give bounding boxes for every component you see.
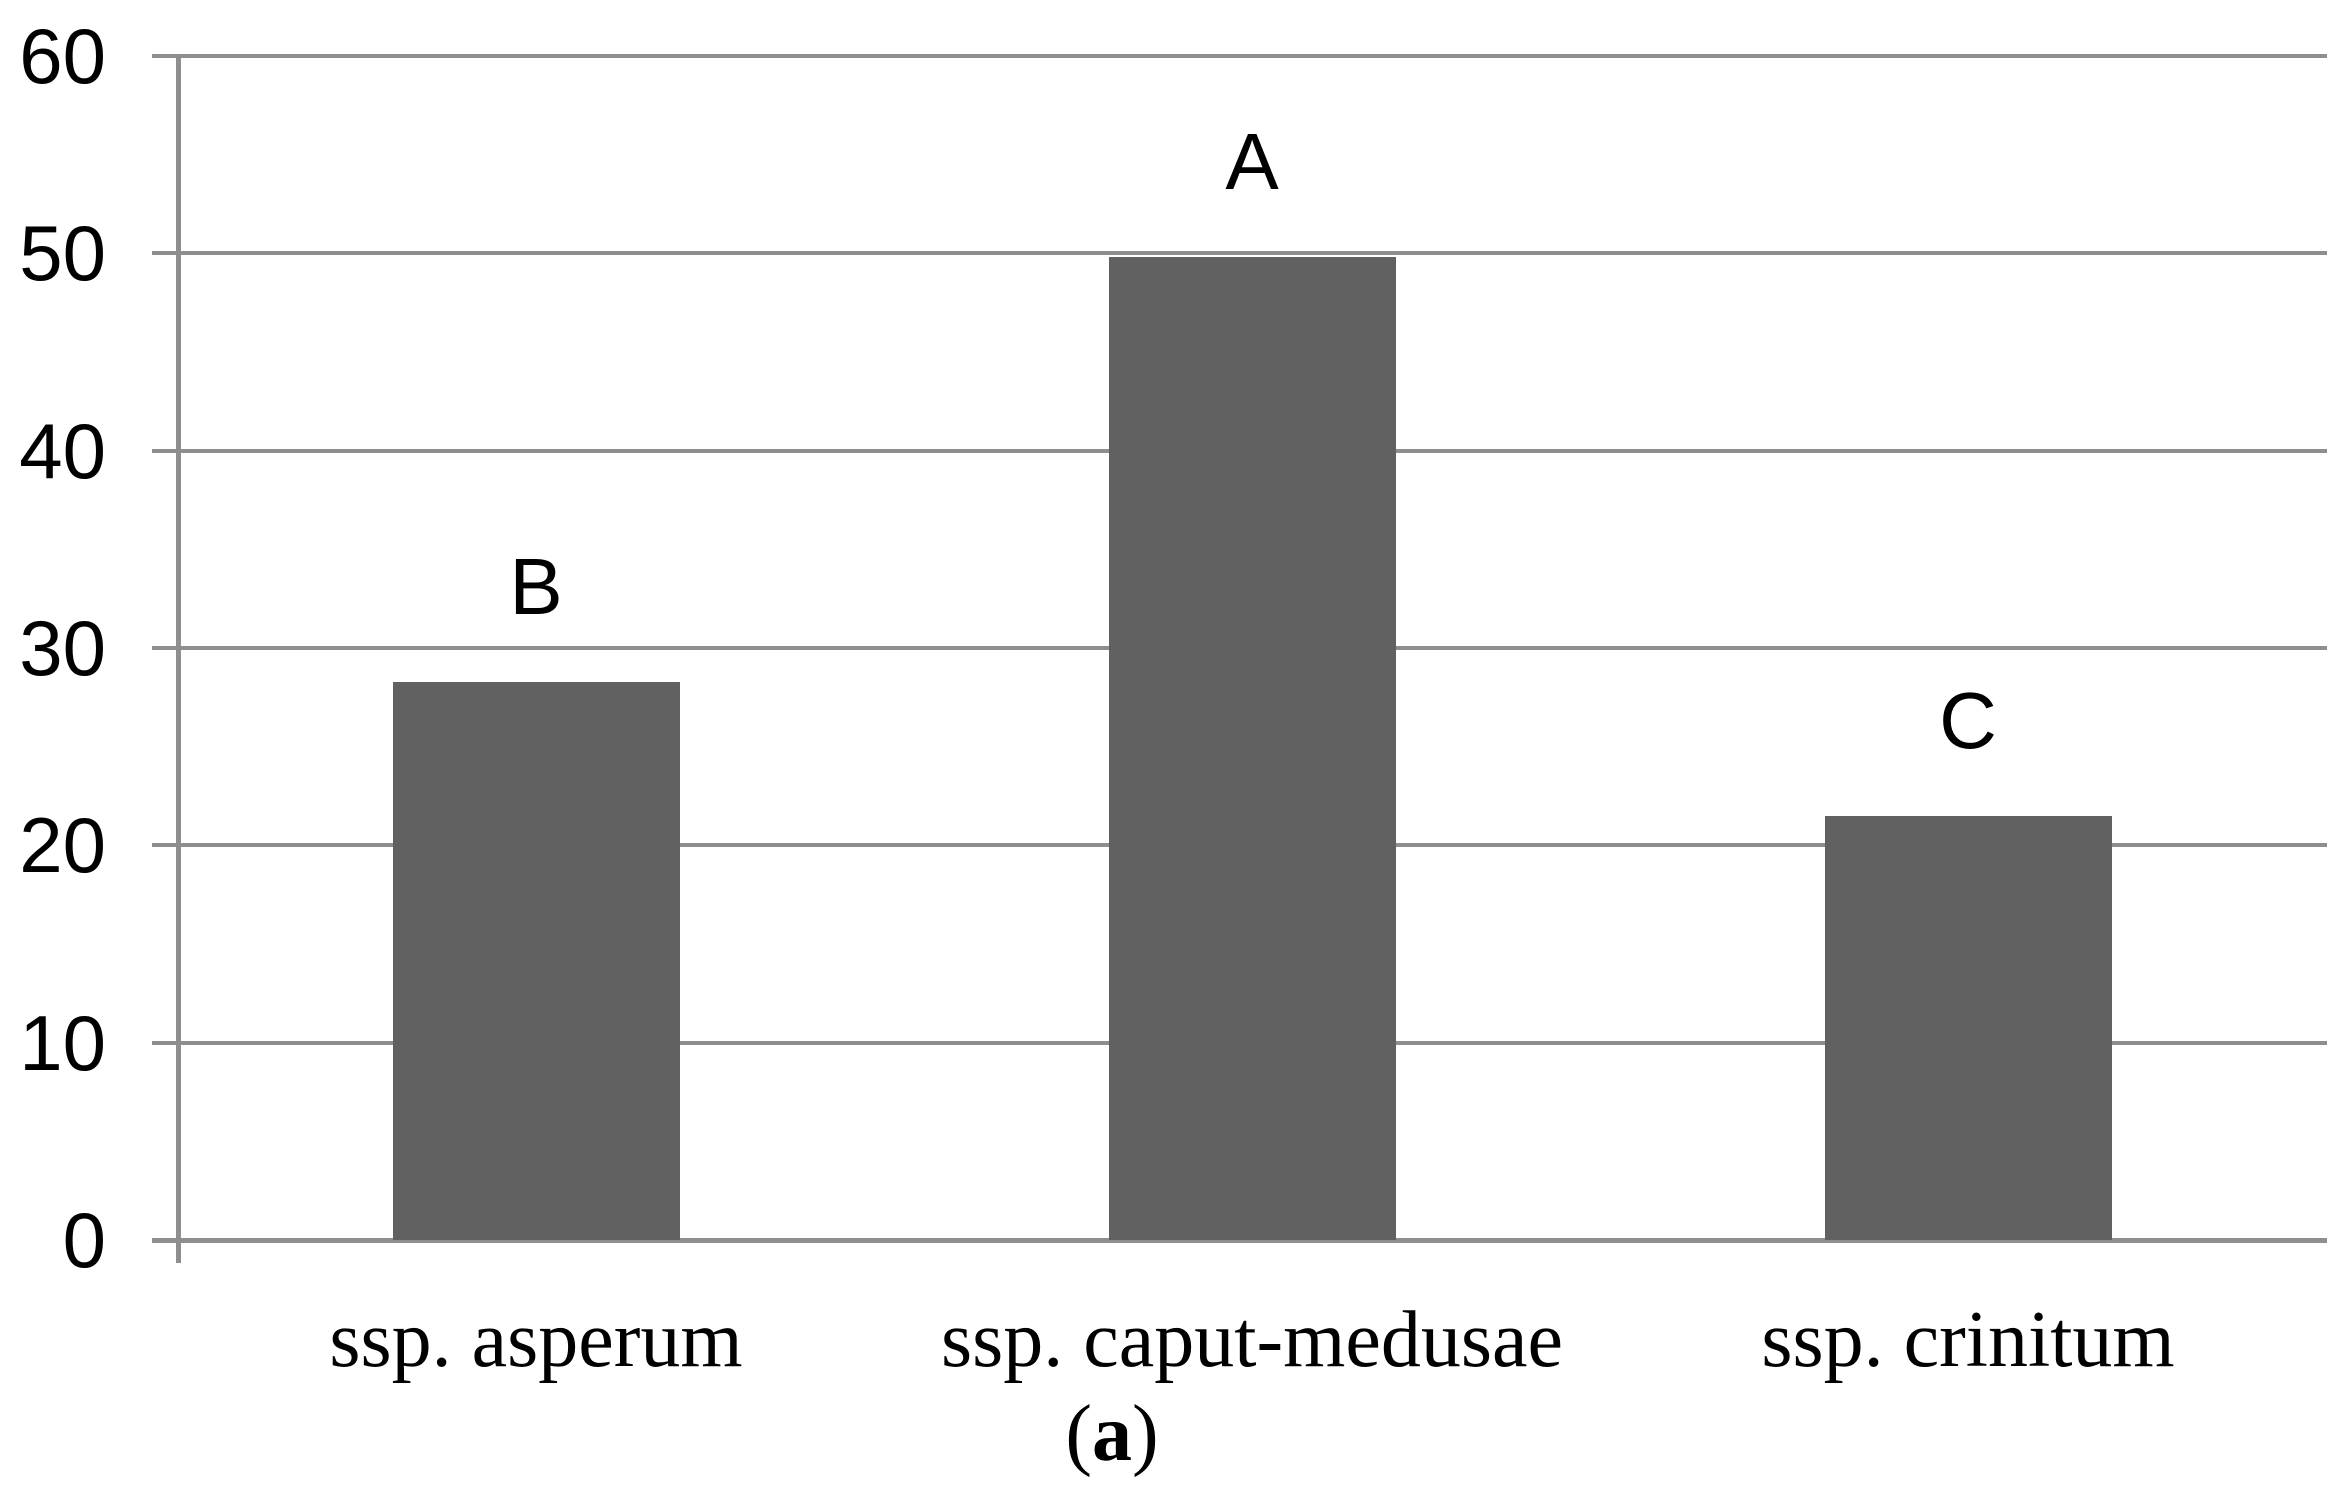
caption-paren-open: ( [1065,1390,1092,1478]
y-tick-label: 20 [19,801,106,890]
y-tick-label: 50 [19,209,106,298]
caption-paren-close: ) [1132,1390,1159,1478]
y-tick-label: 40 [19,406,106,495]
bar [1108,257,1396,1240]
bar-letter-label: C [1939,675,1997,765]
y-tick-label: 0 [62,1196,106,1284]
bar-letter-label: A [1225,117,1279,207]
bar-letter-label: B [509,541,563,631]
x-axis-line [152,1238,2327,1243]
bar [392,681,680,1240]
y-tick-label: 30 [19,604,106,692]
y-tick-label: 10 [19,998,106,1087]
gridline [152,251,2327,256]
category-label: ssp. asperum [329,1296,743,1384]
y-axis-line [176,54,181,1263]
gridline [152,54,2327,58]
caption-letter: a [1092,1390,1132,1478]
category-label: ssp. caput-medusae [940,1296,1564,1384]
y-tick-label: 60 [19,12,106,100]
bar [1824,815,2112,1240]
subfigure-caption: (a) [912,1392,1312,1476]
category-label: ssp. crinitum [1761,1296,2175,1384]
